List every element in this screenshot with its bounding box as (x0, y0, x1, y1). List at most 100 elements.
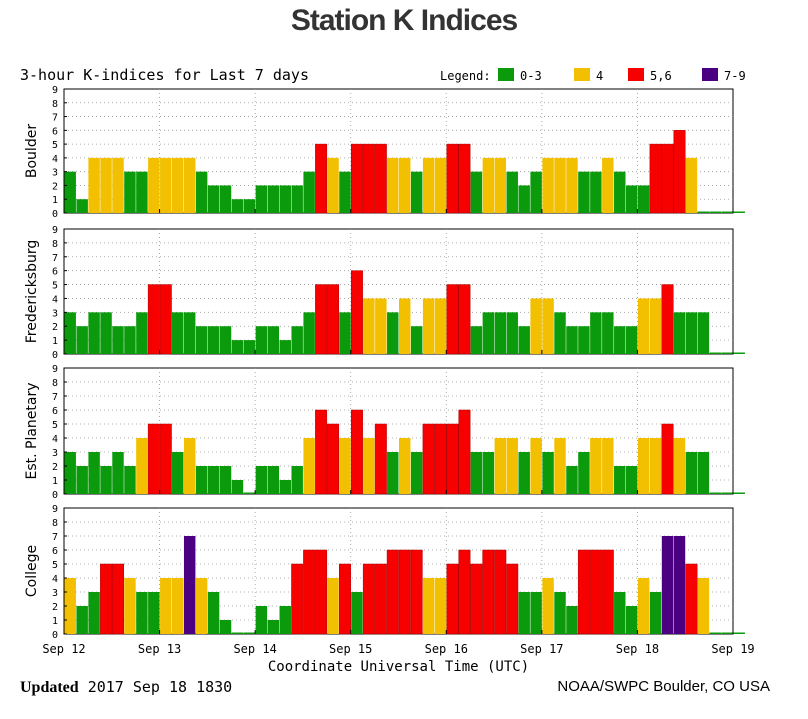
bar-boulder-7 (136, 171, 148, 213)
y-tick-label: 7 (52, 392, 58, 403)
y-tick-label: 2 (52, 462, 58, 473)
bar-est-planetary-2 (76, 466, 88, 494)
legend-entry-2: 4 (596, 69, 603, 83)
bar-fredericksburg-23 (327, 284, 340, 355)
bar-college-45 (589, 549, 602, 635)
bar-est-planetary-30 (410, 452, 423, 494)
bar-boulder-19 (279, 185, 291, 213)
page-title: Station K Indices (290, 4, 518, 37)
bar-boulder-10 (172, 157, 184, 213)
y-tick-label: 6 (52, 267, 58, 278)
bar-boulder-44 (578, 171, 590, 213)
bar-college-44 (577, 549, 590, 635)
bar-college-38 (506, 563, 519, 635)
y-tick-label: 2 (52, 181, 58, 192)
y-tick-label: 9 (52, 364, 58, 375)
bar-est-planetary-39 (518, 452, 530, 494)
panel-label-3: Est. Planetary (24, 382, 40, 479)
bar-boulder-8 (148, 157, 160, 213)
y-tick-label: 4 (52, 294, 58, 305)
bar-est-planetary-55 (709, 492, 722, 494)
bar-college-54 (697, 578, 710, 634)
bar-fredericksburg-27 (375, 298, 387, 354)
bar-boulder-16 (243, 199, 256, 213)
y-tick-label: 6 (52, 546, 58, 557)
bar-fredericksburg-18 (267, 326, 280, 354)
bar-fredericksburg-45 (590, 312, 602, 354)
bar-est-planetary-52 (673, 438, 686, 494)
panel-label-2: Fredericksburg (24, 240, 40, 344)
bar-fredericksburg-8 (147, 284, 160, 355)
y-tick-label: 3 (52, 588, 58, 599)
bar-fredericksburg-32 (434, 298, 447, 354)
bar-est-planetary-24 (339, 438, 351, 494)
bar-boulder-25 (350, 143, 363, 214)
bar-boulder-3 (88, 157, 100, 213)
bar-college-15 (231, 632, 244, 634)
bar-boulder-18 (267, 185, 280, 213)
bar-fredericksburg-13 (207, 326, 220, 354)
bar-fredericksburg-36 (482, 312, 495, 354)
y-tick-label: 9 (52, 85, 58, 96)
legend-swatch-3 (628, 68, 644, 81)
bar-college-10 (172, 578, 184, 634)
bar-boulder-52 (673, 130, 686, 214)
bar-college-13 (207, 592, 220, 634)
bar-est-planetary-35 (470, 452, 483, 494)
bar-college-34 (458, 549, 471, 635)
bar-boulder-39 (518, 185, 530, 213)
bar-est-planetary-50 (649, 438, 662, 494)
bar-fredericksburg-47 (614, 326, 626, 354)
x-tick-label: Sep 15 (329, 642, 372, 656)
bar-college-32 (434, 578, 447, 634)
bar-est-planetary-46 (602, 438, 614, 494)
y-tick-label: 0 (52, 490, 58, 501)
chart-title: 3-hour K-indices for Last 7 days (20, 66, 309, 84)
bar-est-planetary-10 (172, 452, 184, 494)
bar-college-12 (195, 578, 208, 634)
bar-est-planetary-32 (434, 423, 447, 495)
bar-fredericksburg-20 (291, 326, 303, 354)
x-tick-label: Sep 17 (520, 642, 563, 656)
bar-boulder-35 (470, 171, 483, 213)
bar-college-24 (339, 563, 351, 635)
bar-boulder-43 (566, 157, 578, 213)
y-tick-label: 3 (52, 308, 58, 319)
credit-text: NOAA/SWPC Boulder, CO USA (557, 678, 770, 695)
bar-boulder-36 (482, 157, 495, 213)
bar-fredericksburg-6 (124, 326, 136, 354)
bar-boulder-50 (649, 143, 662, 214)
bar-fredericksburg-46 (602, 312, 614, 354)
bar-fredericksburg-57 (733, 352, 745, 354)
y-tick-label: 5 (52, 281, 58, 292)
bar-fredericksburg-29 (399, 298, 411, 354)
bar-fredericksburg-33 (446, 284, 459, 355)
bar-college-4 (100, 563, 113, 635)
bar-fredericksburg-14 (219, 326, 232, 354)
bar-est-planetary-33 (446, 423, 459, 495)
bar-boulder-57 (733, 211, 745, 213)
x-tick-label: Sep 12 (42, 642, 85, 656)
bar-fredericksburg-12 (195, 326, 208, 354)
bar-est-planetary-34 (458, 409, 471, 495)
y-tick-label: 4 (52, 154, 58, 165)
bar-fredericksburg-3 (88, 312, 100, 354)
y-tick-label: 9 (52, 225, 58, 236)
updated-stamp: Updated 2017 Sep 18 1830 (20, 678, 232, 697)
bar-college-27 (374, 563, 387, 635)
x-tick-label: Sep 13 (138, 642, 181, 656)
y-tick-label: 1 (52, 616, 58, 627)
bar-est-planetary-56 (721, 492, 733, 494)
bar-est-planetary-37 (494, 438, 507, 494)
bar-college-55 (709, 632, 722, 634)
bar-boulder-27 (374, 143, 387, 214)
bar-college-3 (88, 592, 100, 634)
bar-college-31 (422, 578, 435, 634)
bar-est-planetary-18 (267, 466, 280, 494)
bar-college-30 (410, 549, 423, 635)
bar-college-20 (291, 563, 304, 635)
bar-fredericksburg-53 (685, 312, 698, 354)
bar-boulder-53 (685, 157, 698, 213)
bar-college-14 (219, 620, 232, 634)
bar-fredericksburg-19 (279, 340, 291, 354)
